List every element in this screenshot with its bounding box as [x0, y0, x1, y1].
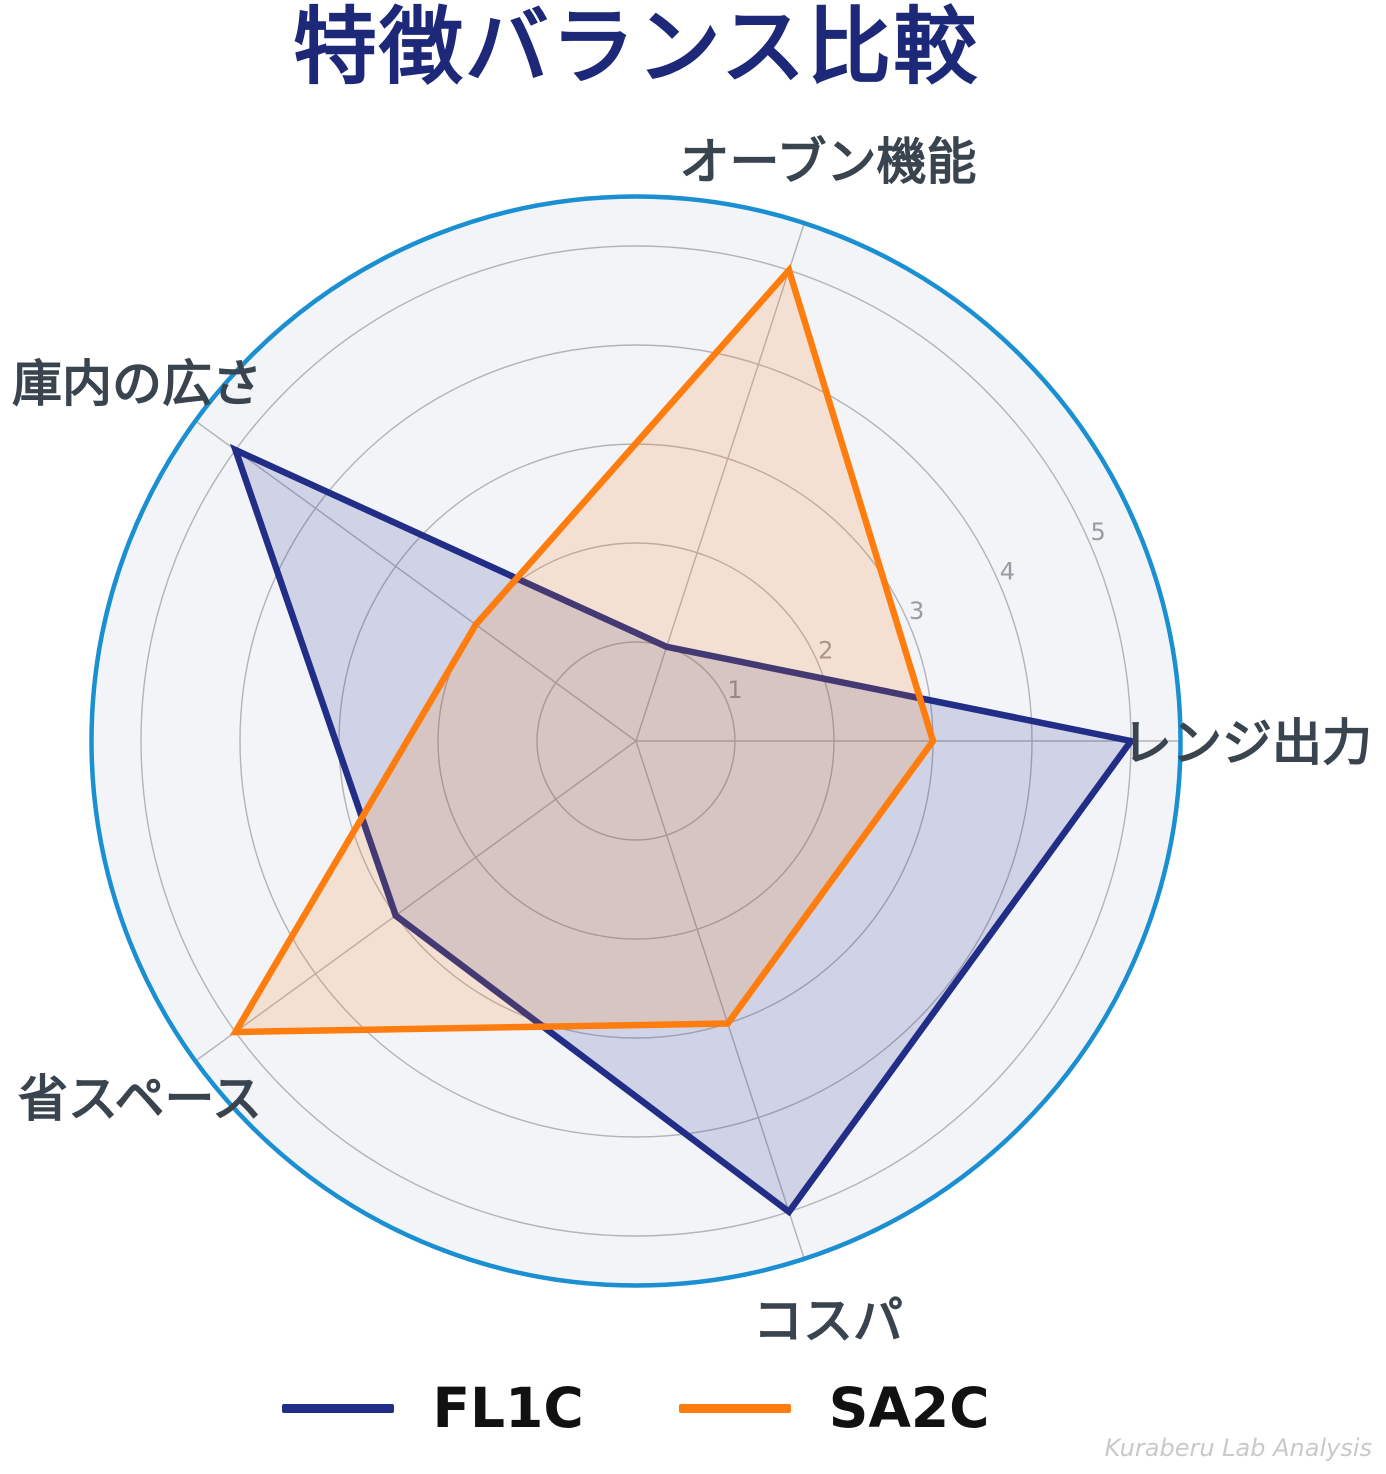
outer-ring: [89, 194, 1183, 1288]
chart-title: 特徴バランス比較: [292, 0, 980, 96]
legend-swatch-fl1c: [282, 1403, 395, 1413]
legend-item-sa2c[interactable]: SA2C: [678, 1375, 990, 1440]
radial-tick-labels: 1 2 3 4 5: [727, 518, 1105, 704]
axis-label-oven-function: オーブン機能: [680, 133, 977, 191]
axis-label-range-output: レンジ出力: [1122, 714, 1372, 772]
grid-spoke-4: [635, 740, 805, 1260]
legend-label-sa2c: SA2C: [828, 1375, 990, 1440]
legend-swatch-sa2c: [678, 1403, 791, 1413]
axis-label-space-saving: 省スペース: [18, 1070, 262, 1128]
polar-grid: [89, 194, 1183, 1288]
legend: FL1C SA2C: [0, 1378, 1272, 1438]
category-labels: レンジ出力 オーブン機能 庫内の広さ 省スペース コスパ: [12, 133, 1372, 1350]
grid-spoke-1: [635, 222, 805, 742]
series-polygon-SA2C[interactable]: [229, 263, 937, 1036]
axis-label-interior-space: 庫内の広さ: [12, 355, 262, 413]
axis-label-cost-performance: コスパ: [753, 1292, 903, 1350]
grid-spoke-2: [195, 420, 637, 742]
radial-tick-label-1: 1: [727, 676, 742, 704]
series-polygon-FL1C[interactable]: [229, 443, 1137, 1217]
radial-tick-label-3: 3: [909, 597, 924, 625]
watermark: Kuraberu Lab Analysis: [1104, 1434, 1372, 1462]
radial-tick-label-4: 4: [1000, 558, 1015, 586]
legend-item-fl1c[interactable]: FL1C: [282, 1375, 584, 1440]
legend-label-fl1c: FL1C: [432, 1375, 584, 1440]
radial-tick-label-5: 5: [1091, 518, 1106, 546]
grid-spoke-3: [195, 740, 637, 1062]
series-layer: [229, 263, 1137, 1217]
radial-tick-label-2: 2: [818, 637, 833, 665]
